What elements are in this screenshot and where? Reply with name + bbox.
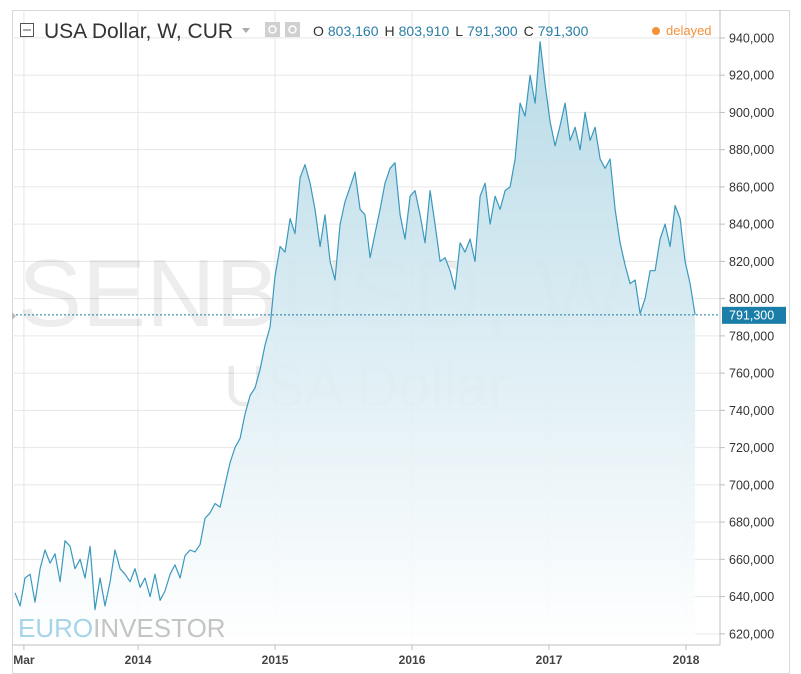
gear-icon[interactable]	[285, 22, 300, 37]
y-tick-label: 640,000	[729, 590, 774, 604]
y-tick-label: 620,000	[729, 627, 774, 641]
logo-investor: INVESTOR	[93, 613, 225, 643]
x-tick-label: 2018	[673, 653, 700, 667]
logo: EUROINVESTOR	[18, 613, 226, 643]
y-tick-label: 880,000	[729, 143, 774, 157]
ohlc-value: 803,160	[328, 23, 379, 39]
y-tick-label: 660,000	[729, 553, 774, 567]
y-tick-label: 700,000	[729, 478, 774, 492]
x-tick-label: 2017	[536, 653, 563, 667]
x-tick-label: Mar	[13, 653, 35, 667]
title-dropdown[interactable]	[242, 28, 250, 33]
ohlc-value: 791,300	[538, 23, 589, 39]
y-tick-label: 760,000	[729, 367, 774, 381]
ohlc-key: H	[385, 23, 395, 39]
y-tick-label: 740,000	[729, 404, 774, 418]
scroll-handle[interactable]	[12, 312, 16, 320]
y-tick-label: 720,000	[729, 441, 774, 455]
y-tick-label: 900,000	[729, 106, 774, 120]
x-tick-label: 2015	[262, 653, 289, 667]
gear-icon-glyph	[288, 25, 297, 34]
x-tick-label: 2014	[125, 653, 152, 667]
ohlc-key: O	[313, 23, 324, 39]
x-tick-label: 2016	[399, 653, 426, 667]
y-tick-label: 840,000	[729, 218, 774, 232]
area-fill	[15, 41, 696, 645]
last-price-tag	[722, 306, 786, 324]
logo-euro: EURO	[18, 613, 93, 643]
delayed-status: delayed	[666, 23, 712, 38]
last-price-label: 791,300	[729, 308, 774, 322]
y-tick-label: 860,000	[729, 180, 774, 194]
ohlc-key: L	[455, 23, 463, 39]
ohlc-key: C	[524, 23, 534, 39]
ohlc-value: 791,300	[467, 23, 518, 39]
price-line	[14, 41, 696, 611]
y-tick-label: 920,000	[729, 69, 774, 83]
settings-icon[interactable]	[265, 22, 280, 37]
delayed-dot	[652, 27, 660, 35]
instrument-title: USA Dollar, W, CUR	[44, 20, 233, 43]
y-tick-label: 800,000	[729, 292, 774, 306]
y-tick-label: 940,000	[729, 31, 774, 45]
y-tick-label: 780,000	[729, 329, 774, 343]
settings-icon-glyph	[268, 25, 277, 34]
ohlc-value: 803,910	[399, 23, 450, 39]
y-tick-label: 820,000	[729, 255, 774, 269]
y-tick-label: 680,000	[729, 516, 774, 530]
